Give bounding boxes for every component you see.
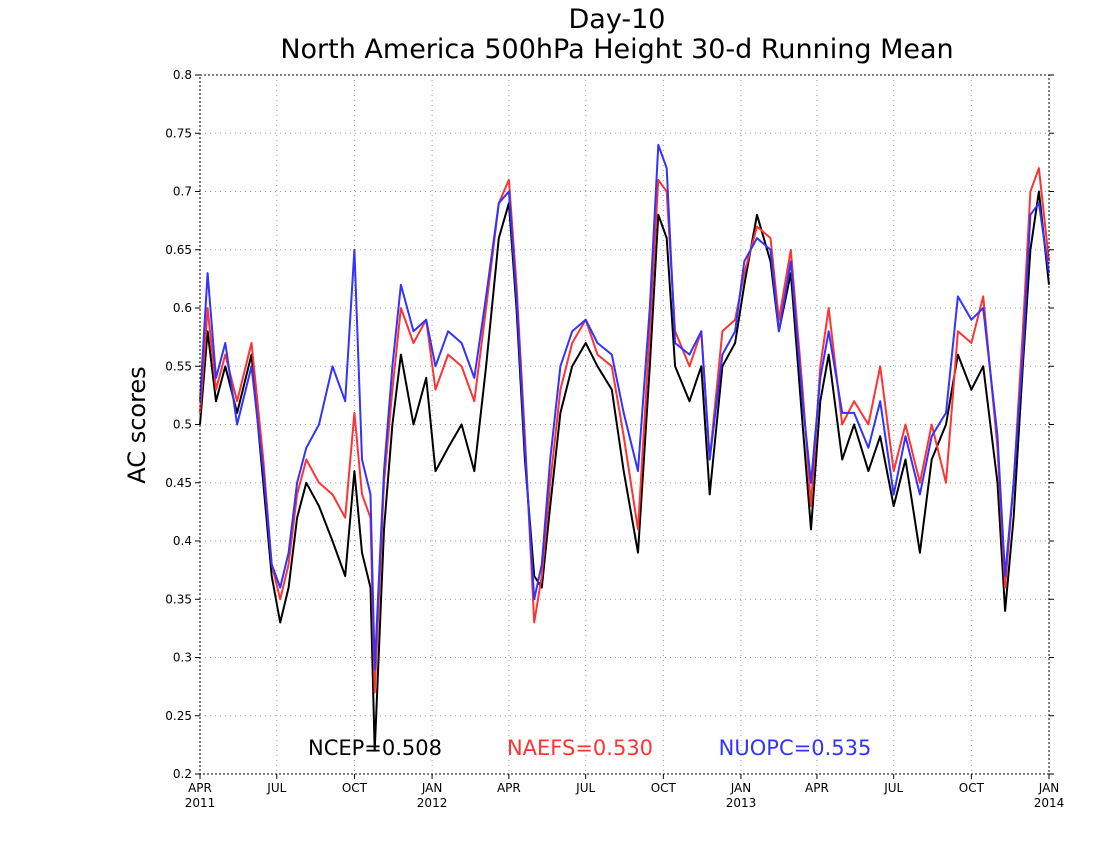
x-tick-label: JUL bbox=[575, 781, 595, 795]
y-tick-label: 0.55 bbox=[165, 359, 192, 373]
series-line-ncep bbox=[199, 190, 1050, 752]
chart-title: Day-10 bbox=[569, 4, 666, 35]
stat-label: NUOPC=0.535 bbox=[719, 736, 872, 760]
y-axis-label: AC scores bbox=[123, 366, 151, 483]
plot-frame bbox=[199, 74, 1050, 775]
gridlines bbox=[200, 75, 1049, 774]
y-tick-label: 0.65 bbox=[165, 243, 192, 257]
y-tick-label: 0.2 bbox=[173, 767, 192, 781]
x-tick-label: JAN bbox=[421, 781, 443, 795]
axis-ticks: 0.2 0.25 0.3 0.35 0.4 0.45 0.5 0.55 0.6 0.65 0.7 0.… bbox=[165, 68, 1064, 810]
x-tick-year: 2011 bbox=[185, 796, 216, 810]
stat-label: NAEFS=0.530 bbox=[507, 736, 653, 760]
series-lines bbox=[199, 143, 1050, 752]
x-tick-label: JUL bbox=[883, 781, 903, 795]
y-tick-label: 0.45 bbox=[165, 476, 192, 490]
y-tick-label: 0.5 bbox=[173, 418, 192, 432]
stat-annotations: NCEP=0.508 NAEFS=0.530 NUOPC=0.535 bbox=[308, 736, 871, 760]
x-tick-label: JUL bbox=[266, 781, 286, 795]
x-tick-label: APR bbox=[805, 781, 829, 795]
series-line-nuopc bbox=[199, 143, 1050, 671]
y-tick-label: 0.8 bbox=[173, 68, 192, 82]
x-tick-label: JAN bbox=[1038, 781, 1060, 795]
y-tick-label: 0.75 bbox=[165, 126, 192, 140]
x-tick-year: 2013 bbox=[726, 796, 757, 810]
x-tick-label: APR bbox=[188, 781, 212, 795]
x-tick-label: OCT bbox=[651, 781, 677, 795]
y-tick-label: 0.25 bbox=[165, 709, 192, 723]
y-tick-label: 0.35 bbox=[165, 592, 192, 606]
x-tick-year: 2012 bbox=[417, 796, 448, 810]
y-tick-label: 0.3 bbox=[173, 651, 192, 665]
series-line-naefs bbox=[199, 167, 1050, 694]
y-tick-label: 0.7 bbox=[173, 185, 192, 199]
x-tick-label: JAN bbox=[730, 781, 752, 795]
x-tick-year: 2014 bbox=[1034, 796, 1065, 810]
chart-subtitle: North America 500hPa Height 30-d Running… bbox=[280, 34, 953, 65]
x-tick-label: APR bbox=[497, 781, 521, 795]
y-tick-label: 0.6 bbox=[173, 301, 192, 315]
x-tick-label: OCT bbox=[959, 781, 985, 795]
y-tick-label: 0.4 bbox=[173, 534, 192, 548]
stat-label: NCEP=0.508 bbox=[308, 736, 442, 760]
x-tick-label: OCT bbox=[342, 781, 368, 795]
